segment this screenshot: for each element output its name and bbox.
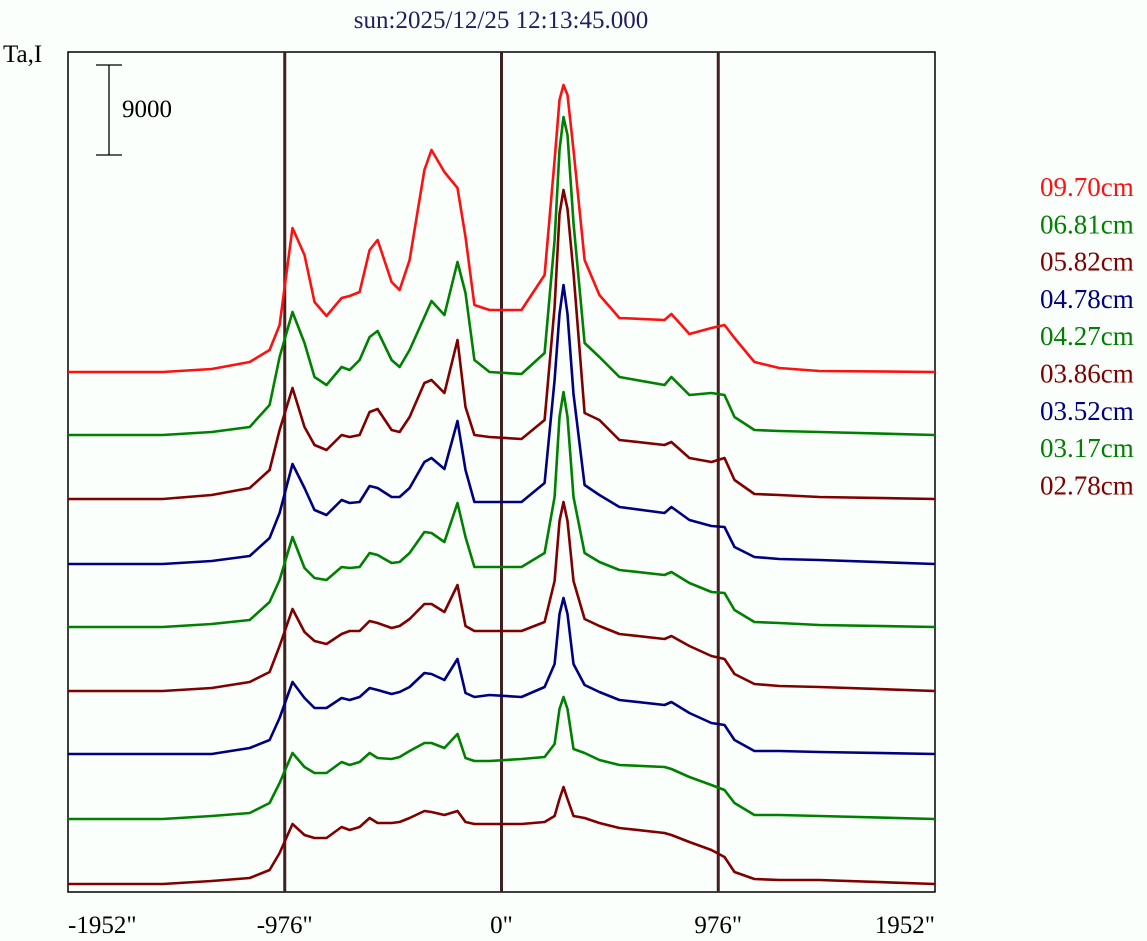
legend-item: 03.52cm xyxy=(1040,396,1134,426)
series-line-06-81cm xyxy=(68,115,936,437)
x-tick-label: 1952" xyxy=(875,912,935,939)
series-line-03-17cm xyxy=(68,695,936,821)
series-line-04-78cm xyxy=(68,283,936,566)
legend-item: 09.70cm xyxy=(1040,172,1134,202)
chart-title: sun:2025/12/25 12:13:45.000 xyxy=(354,7,648,34)
series-line-05-82cm xyxy=(68,188,936,501)
series-line-03-52cm xyxy=(68,596,936,756)
reference-lines xyxy=(283,52,720,892)
legend-item: 02.78cm xyxy=(1040,470,1134,500)
series-line-09-70cm xyxy=(68,83,936,374)
y-axis-label: Ta,I xyxy=(3,41,42,68)
legend-item: 03.17cm xyxy=(1040,433,1134,463)
legend: 09.70cm 06.81cm 05.82cm 04.78cm 04.27cm 03.86… xyxy=(1040,172,1134,500)
legend-item: 04.27cm xyxy=(1040,321,1134,351)
legend-item: 06.81cm xyxy=(1040,209,1134,239)
x-tick-label: 976" xyxy=(694,912,742,939)
legend-item: 04.78cm xyxy=(1040,284,1134,314)
scale-bar-label: 9000 xyxy=(122,96,172,123)
series-group xyxy=(68,83,936,886)
x-tick-label: -1952" xyxy=(68,912,137,939)
legend-item: 03.86cm xyxy=(1040,359,1134,389)
series-line-04-27cm xyxy=(68,390,936,629)
x-tick-label: 0" xyxy=(490,912,513,939)
scale-bar: 9000 xyxy=(96,64,172,156)
x-tick-labels: -1952" -976" 0" 976" 1952" xyxy=(68,912,935,939)
series-line-03-86cm xyxy=(68,500,936,693)
legend-item: 05.82cm xyxy=(1040,247,1134,277)
series-line-02-78cm xyxy=(68,785,936,886)
x-tick-label: -976" xyxy=(257,912,313,939)
